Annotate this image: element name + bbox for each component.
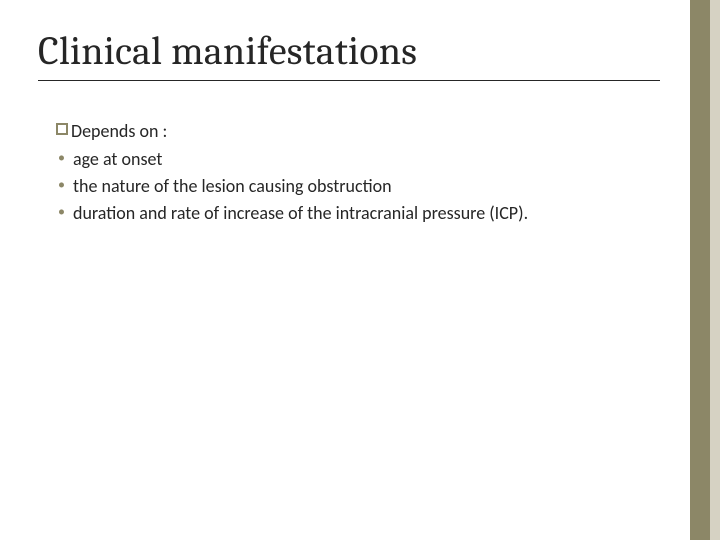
body-area: Depends on : • age at onset • the nature… [38,119,660,225]
dot-bullet-icon: • [58,148,65,168]
slide-content: Clinical manifestations Depends on : • a… [0,0,690,540]
slide-title: Clinical manifestations [38,28,660,81]
bullet-list: • age at onset • the nature of the lesio… [56,147,660,225]
accent-bar-light [710,0,720,540]
lead-line: Depends on : [56,119,660,143]
bullet-text: the nature of the lesion causing obstruc… [73,174,392,198]
bullet-text: age at onset [73,147,162,171]
accent-bar [690,0,720,540]
bullet-text: duration and rate of increase of the int… [73,201,528,225]
list-item: • duration and rate of increase of the i… [58,201,660,225]
accent-bar-dark [690,0,710,540]
square-bullet-icon [56,123,68,135]
list-item: • age at onset [58,147,660,171]
lead-text: Depends on : [71,119,167,143]
list-item: • the nature of the lesion causing obstr… [58,174,660,198]
dot-bullet-icon: • [58,175,65,195]
dot-bullet-icon: • [58,202,65,222]
